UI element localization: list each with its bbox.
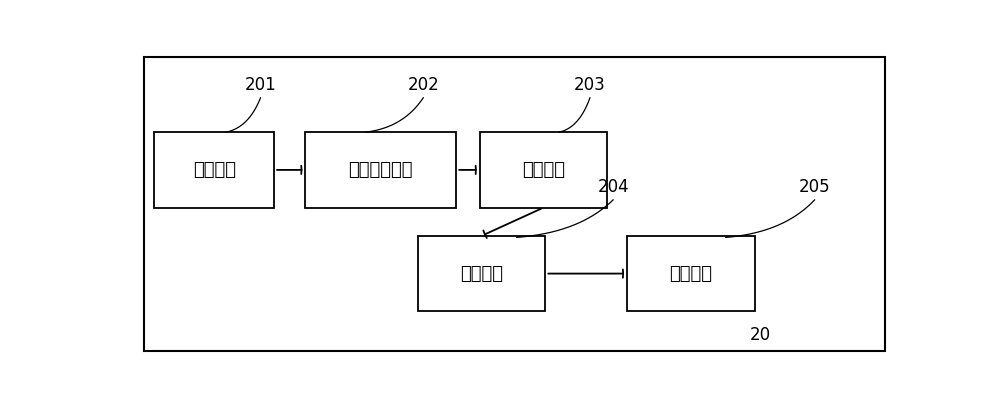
Text: 确定单元: 确定单元: [460, 264, 503, 283]
Text: 202: 202: [408, 76, 439, 94]
Text: 20: 20: [750, 326, 771, 344]
Text: 204: 204: [597, 178, 629, 196]
Bar: [154, 132, 274, 208]
Text: 相位旋转单元: 相位旋转单元: [349, 161, 413, 179]
Text: 205: 205: [799, 178, 831, 196]
Text: 发送单元: 发送单元: [669, 264, 712, 283]
Bar: [480, 132, 607, 208]
Text: 获取单元: 获取单元: [193, 161, 236, 179]
Text: 203: 203: [574, 76, 606, 94]
Text: 201: 201: [245, 76, 276, 94]
Bar: [418, 236, 545, 311]
Bar: [305, 132, 456, 208]
Bar: [627, 236, 755, 311]
Text: 求和单元: 求和单元: [522, 161, 565, 179]
